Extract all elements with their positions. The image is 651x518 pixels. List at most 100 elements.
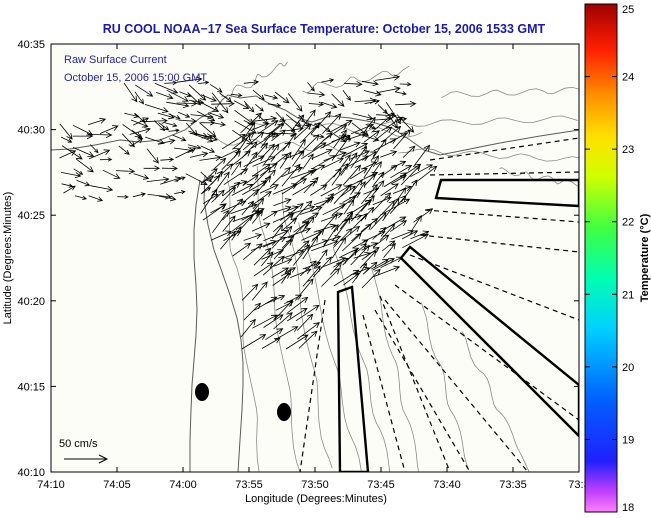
current-vector bbox=[310, 184, 328, 196]
current-vector bbox=[251, 122, 270, 131]
current-vector bbox=[322, 223, 339, 248]
current-vector bbox=[279, 151, 292, 169]
colorbar-tick-label: 25 bbox=[622, 4, 634, 16]
current-vector bbox=[312, 256, 333, 278]
current-vector bbox=[281, 178, 308, 195]
current-vector bbox=[118, 145, 130, 155]
current-vector bbox=[274, 91, 290, 104]
current-vector bbox=[153, 120, 166, 132]
current-vector bbox=[243, 100, 255, 113]
current-vector bbox=[308, 101, 325, 107]
radar-beam-3 bbox=[336, 285, 370, 472]
current-vector bbox=[271, 225, 293, 249]
current-vector bbox=[292, 200, 313, 222]
current-vector bbox=[375, 74, 401, 81]
current-vector bbox=[61, 136, 73, 143]
y-tick-label: 40:20 bbox=[17, 296, 45, 308]
current-vector bbox=[310, 111, 332, 135]
current-vector bbox=[73, 168, 84, 175]
current-vector bbox=[413, 208, 434, 223]
current-vector bbox=[260, 120, 279, 133]
current-vector bbox=[373, 126, 393, 143]
current-vector bbox=[271, 267, 290, 278]
depth-contour bbox=[248, 118, 423, 138]
current-vector bbox=[285, 334, 309, 350]
radar-range-line bbox=[429, 137, 579, 161]
current-vector bbox=[281, 163, 301, 187]
current-vector bbox=[200, 94, 217, 102]
current-vector bbox=[292, 169, 315, 186]
current-vector bbox=[231, 226, 242, 241]
coastline-east-shore bbox=[203, 174, 244, 472]
current-vector bbox=[146, 176, 170, 183]
current-vector bbox=[260, 251, 274, 267]
current-vector bbox=[274, 299, 294, 320]
colorbar-ticks: 18 19 20 21 22 23 24 25 bbox=[585, 3, 634, 514]
current-vector bbox=[341, 142, 369, 158]
annotation-raw-surface-current: Raw Surface Current bbox=[64, 54, 167, 66]
current-vector bbox=[364, 98, 381, 105]
current-vector bbox=[251, 209, 264, 224]
current-vector bbox=[251, 190, 272, 206]
current-vector bbox=[251, 281, 268, 301]
current-vector bbox=[285, 114, 302, 127]
current-vector bbox=[273, 212, 295, 233]
current-vector bbox=[360, 183, 378, 205]
current-vector bbox=[134, 84, 154, 97]
radar-range-line bbox=[374, 309, 471, 472]
coastline-west-shore bbox=[189, 179, 201, 472]
current-vector bbox=[198, 80, 210, 85]
current-vector bbox=[351, 223, 372, 242]
current-vector bbox=[134, 91, 145, 105]
current-vector bbox=[370, 180, 385, 198]
current-vector bbox=[130, 119, 149, 128]
current-vector bbox=[370, 160, 382, 177]
current-vector bbox=[402, 145, 416, 158]
current-vector bbox=[274, 326, 299, 341]
annotation-timestamp: October 15, 2006 15:00 GMT bbox=[64, 72, 207, 84]
current-vector bbox=[332, 217, 351, 241]
current-vector bbox=[350, 167, 368, 180]
station-marker-2 bbox=[277, 403, 291, 421]
colorbar-tick-label: 19 bbox=[622, 434, 634, 446]
colorbar-tick-label: 20 bbox=[622, 362, 634, 374]
current-vector bbox=[211, 92, 229, 114]
current-vector bbox=[243, 79, 260, 85]
current-vector bbox=[250, 166, 272, 188]
current-vector bbox=[292, 244, 311, 266]
current-vector bbox=[280, 267, 297, 277]
current-vector bbox=[360, 206, 375, 222]
current-vector bbox=[361, 268, 381, 289]
current-vector bbox=[370, 138, 387, 162]
current-vector bbox=[102, 169, 121, 179]
current-vector bbox=[393, 129, 411, 150]
current-vector bbox=[320, 212, 344, 222]
current-vector bbox=[285, 126, 305, 133]
current-vector bbox=[222, 198, 244, 221]
current-vector bbox=[365, 124, 377, 130]
current-vector bbox=[243, 302, 262, 321]
current-vector bbox=[302, 212, 320, 223]
current-vector bbox=[202, 203, 227, 221]
current-vector bbox=[239, 208, 260, 230]
depth-contour bbox=[461, 331, 530, 472]
current-vector bbox=[251, 222, 271, 232]
current-vector bbox=[132, 192, 146, 198]
radar-range-line bbox=[429, 171, 579, 176]
current-vector bbox=[363, 155, 379, 179]
current-vector bbox=[200, 171, 212, 183]
current-vector bbox=[265, 328, 284, 341]
current-vector bbox=[291, 138, 306, 160]
current-vector bbox=[311, 149, 333, 160]
current-vector bbox=[200, 188, 218, 214]
current-vector bbox=[298, 330, 318, 349]
current-vector bbox=[221, 150, 242, 171]
current-vector bbox=[361, 151, 377, 161]
current-vector bbox=[350, 123, 375, 135]
current-vector bbox=[263, 123, 284, 140]
current-vector bbox=[340, 152, 358, 176]
current-vector bbox=[307, 82, 315, 92]
current-vector bbox=[321, 78, 335, 83]
current-vector bbox=[146, 148, 159, 164]
current-vector bbox=[363, 173, 376, 187]
